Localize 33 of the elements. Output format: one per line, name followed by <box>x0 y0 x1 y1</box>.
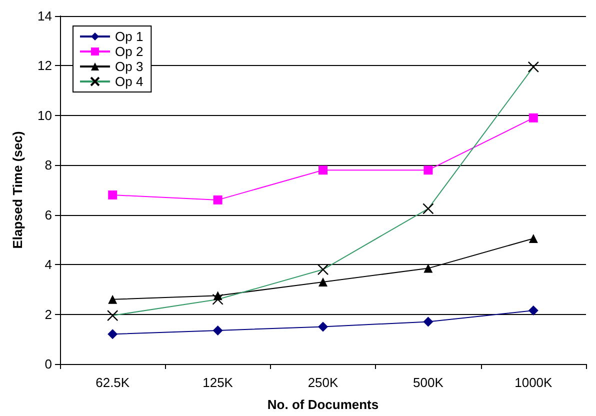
y-tick-label: 14 <box>38 8 52 24</box>
y-tick-label: 8 <box>44 158 52 173</box>
y-tick-label: 12 <box>38 58 52 74</box>
point <box>318 277 328 286</box>
legend-label: Op 3 <box>115 59 144 74</box>
point <box>528 234 538 243</box>
y-tick-label: 4 <box>44 257 52 272</box>
legend-label: Op 2 <box>115 44 144 59</box>
point <box>424 166 433 175</box>
y-tick-label: 0 <box>44 356 52 372</box>
point <box>108 329 118 340</box>
legend-label: Op 1 <box>115 29 144 44</box>
x-tick-label: 250K <box>308 375 338 390</box>
legend-label: Op 4 <box>115 74 144 89</box>
point <box>318 166 328 175</box>
y-tick-label: 10 <box>38 108 52 123</box>
point <box>423 316 434 327</box>
point <box>528 306 538 316</box>
point <box>528 113 538 122</box>
y-tick-label: 6 <box>44 207 52 222</box>
x-tick-label: 1000K <box>514 375 553 390</box>
point <box>213 195 222 204</box>
y-axis-title: Elapsed Time (sec) <box>10 131 25 249</box>
x-tick-label: 62.5K <box>96 375 130 390</box>
point <box>212 325 223 336</box>
x-tick-label: 500K <box>413 375 444 390</box>
point <box>108 190 118 200</box>
y-tick-label: 2 <box>44 306 52 322</box>
point <box>108 294 118 304</box>
x-axis-title: No. of Documents <box>267 397 379 412</box>
point <box>424 264 433 273</box>
x-tick-label: 125K <box>202 375 234 390</box>
point <box>318 322 328 332</box>
